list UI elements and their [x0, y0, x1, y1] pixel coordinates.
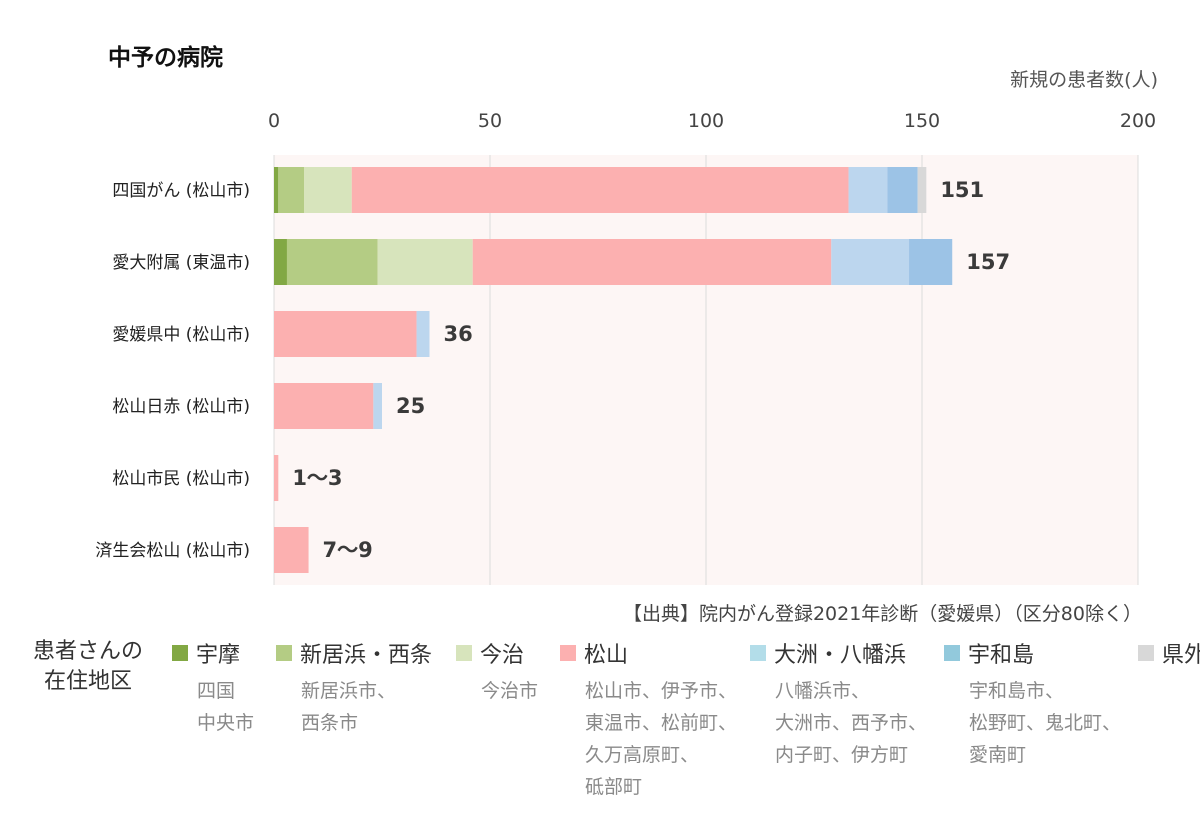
- legend-heading-line: 在住地区: [43, 669, 132, 694]
- source-note: 【出典】院内がん登録2021年診断（愛媛県）（区分80除く）: [623, 603, 1142, 625]
- legend-place: 四国: [197, 680, 236, 702]
- legend-item-header: 宇和島: [944, 639, 1121, 668]
- legend-places: 松山市、伊予市、 東温市、松前町、 久万高原町、 砥部町: [560, 675, 737, 803]
- legend-swatch: [1138, 645, 1154, 661]
- bar-segment: [831, 239, 910, 285]
- legend-place: 松山市、伊予市、: [585, 680, 738, 702]
- legend-item: 松山松山市、伊予市、 東温市、松前町、 久万高原町、 砥部町: [560, 639, 737, 803]
- legend-item: 宇摩 四国 中央市: [172, 639, 254, 739]
- bar-segment: [377, 239, 473, 285]
- legend-places: 今治市: [456, 675, 538, 707]
- legend-places: 新居浜市、 西条市: [276, 675, 432, 739]
- category-label: 松山市民 (松山市): [112, 469, 250, 489]
- legend-swatch: [172, 645, 188, 661]
- legend-places: 四国 中央市: [172, 675, 254, 739]
- legend-swatch: [456, 645, 472, 661]
- legend-heading-line: 患者さんの: [32, 639, 143, 664]
- bar-segment: [286, 239, 378, 285]
- gridlines: [273, 155, 1139, 585]
- total-label: 151: [940, 178, 984, 202]
- legend-place: 新居浜市、: [301, 680, 397, 702]
- legend-place: 宇和島市、: [969, 680, 1065, 702]
- bar-segment: [274, 311, 417, 357]
- bars: [274, 167, 953, 573]
- legend-swatch: [944, 645, 960, 661]
- chart-title: 中予の病院: [108, 45, 223, 71]
- legend-item: 新居浜・西条 新居浜市、西条市: [276, 639, 432, 739]
- bar-segment: [274, 527, 309, 573]
- category-label: 松山日赤 (松山市): [112, 397, 250, 417]
- legend-item-header: 県外: [1138, 639, 1200, 668]
- category-label: 愛大附属 (東温市): [112, 253, 250, 273]
- legend-label: 宇和島: [968, 643, 1035, 668]
- legend-place: 内子町、伊方町: [775, 744, 909, 766]
- total-label: 36: [444, 322, 473, 346]
- bar-segment: [274, 239, 287, 285]
- bar-segment: [848, 167, 888, 213]
- bar-segment: [274, 455, 279, 501]
- legend-label: 新居浜・西条: [300, 643, 433, 668]
- legend-label: 今治: [480, 643, 525, 668]
- legend-label: 大洲・八幡浜: [774, 643, 907, 668]
- bar-segment: [304, 167, 352, 213]
- bar-segment: [887, 167, 918, 213]
- legend-item: 今治 今治市: [456, 639, 538, 707]
- legend-place: 松野町、鬼北町、: [969, 712, 1122, 734]
- total-label: 25: [396, 394, 425, 418]
- legend-place: 久万高原町、: [585, 744, 700, 766]
- bar-segment: [351, 167, 849, 213]
- legend-swatch: [276, 645, 292, 661]
- x-tick-label: 0: [268, 110, 280, 132]
- total-labels: 151 157 36 25 1〜3 7〜9: [292, 178, 1010, 562]
- legend-place: 砥部町: [585, 776, 643, 798]
- category-label: 四国がん (松山市): [112, 181, 250, 201]
- legend-item-header: 松山: [560, 639, 737, 668]
- legend-place: 中央市: [197, 712, 255, 734]
- bar-segment: [373, 383, 382, 429]
- legend-item-header: 大洲・八幡浜: [750, 639, 927, 668]
- legend-place: 大洲市、西予市、: [775, 712, 928, 734]
- legend-swatch: [560, 645, 576, 661]
- legend-heading: 患者さんの 在住地区: [18, 637, 158, 697]
- x-tick-label: 200: [1120, 110, 1156, 132]
- total-label: 1〜3: [292, 466, 342, 490]
- bar-segment: [278, 167, 305, 213]
- legend-swatch: [750, 645, 766, 661]
- x-tick-label: 100: [688, 110, 724, 132]
- legend-place: 東温市、松前町、: [585, 712, 738, 734]
- bar-segment: [274, 383, 374, 429]
- legend-place: 西条市: [301, 712, 359, 734]
- x-tick-label: 50: [478, 110, 502, 132]
- legend-places: 八幡浜市、大洲市、西予市、 内子町、伊方町: [750, 675, 927, 771]
- legend-place: 愛南町: [969, 744, 1027, 766]
- bar-segment: [472, 239, 832, 285]
- legend-item-header: 新居浜・西条: [276, 639, 433, 668]
- legend-item: 宇和島宇和島市、松野町、鬼北町、 愛南町: [944, 639, 1121, 771]
- legend-place: 今治市: [481, 680, 539, 702]
- legend-item-header: 今治: [456, 639, 538, 668]
- x-tick-labels: 0 50 100 150 200: [268, 110, 1156, 132]
- bar-segment: [909, 239, 953, 285]
- legend-item: 県外: [1138, 639, 1200, 675]
- legend-item-header: 宇摩: [172, 639, 254, 668]
- bar-segment: [274, 167, 279, 213]
- legend-item: 大洲・八幡浜 八幡浜市、大洲市、西予市、 内子町、伊方町: [750, 639, 927, 771]
- x-tick-label: 150: [904, 110, 940, 132]
- legend-label: 県外: [1162, 643, 1200, 668]
- total-label: 157: [966, 250, 1010, 274]
- legend-label: 宇摩: [196, 643, 241, 668]
- legend-place: 八幡浜市、: [775, 680, 871, 702]
- total-label: 7〜9: [323, 538, 373, 562]
- bar-segment: [416, 311, 430, 357]
- legend-places: 宇和島市、松野町、鬼北町、 愛南町: [944, 675, 1121, 771]
- category-label: 済生会松山 (松山市): [95, 541, 250, 561]
- legend-label: 松山: [584, 643, 629, 668]
- axis-unit-label: 新規の患者数(人): [1010, 69, 1158, 91]
- category-label: 愛媛県中 (松山市): [112, 325, 250, 345]
- category-labels: 四国がん (松山市) 愛大附属 (東温市) 愛媛県中 (松山市) 松山日赤 (松山市)…: [95, 181, 250, 561]
- bar-segment: [917, 167, 927, 213]
